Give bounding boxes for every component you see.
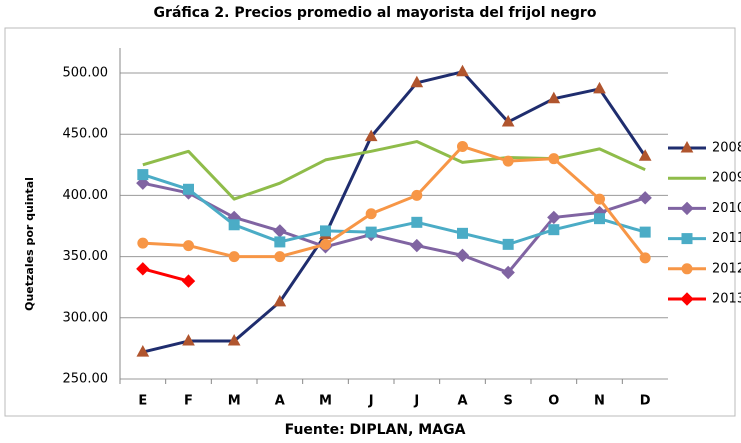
series-line	[142, 267, 189, 283]
series-line	[142, 70, 647, 354]
marker	[501, 114, 515, 127]
y-tick-label: 500.00	[63, 66, 109, 81]
x-tick-label: O	[548, 394, 559, 409]
y-tick-label: 350.00	[63, 249, 109, 264]
marker	[680, 201, 694, 216]
marker	[228, 251, 240, 263]
marker	[183, 183, 194, 195]
series-line	[142, 140, 646, 201]
chart-frame	[4, 27, 736, 417]
marker	[320, 238, 331, 250]
marker	[457, 140, 468, 152]
y-tick-label: 400.00	[63, 188, 109, 203]
source: Fuente: DIPLAN, MAGA	[285, 422, 466, 438]
x-tick-label: D	[640, 394, 651, 409]
marker	[594, 193, 605, 205]
marker	[320, 225, 331, 237]
marker	[547, 91, 561, 104]
legend-label: 2011	[712, 231, 741, 246]
marker	[364, 129, 378, 142]
marker	[502, 238, 514, 250]
marker	[456, 64, 469, 77]
marker	[227, 334, 241, 346]
y-tick-label: 300.00	[63, 310, 109, 325]
marker	[681, 263, 693, 275]
marker	[365, 208, 377, 220]
y-tick-label: 250.00	[63, 372, 109, 387]
series-line	[142, 181, 646, 275]
legend-label: 2008	[712, 141, 741, 156]
series-line	[142, 173, 646, 246]
marker	[274, 236, 286, 248]
x-tick-label: A	[457, 394, 467, 409]
x-tick-label: F	[184, 394, 193, 409]
y-axis-label: Quetzales por quintal	[23, 177, 36, 311]
x-tick-label: S	[503, 394, 512, 409]
marker	[137, 169, 149, 181]
x-tick-label: N	[594, 394, 605, 409]
marker	[548, 153, 560, 165]
marker	[457, 227, 468, 239]
marker	[137, 237, 149, 249]
marker	[273, 294, 287, 307]
marker	[681, 233, 693, 245]
legend-label: 2013	[712, 292, 741, 307]
marker	[365, 226, 377, 238]
marker	[410, 238, 424, 253]
marker	[274, 251, 286, 263]
marker	[639, 226, 651, 238]
y-tick-label: 450.00	[63, 127, 109, 142]
marker	[547, 210, 561, 225]
x-tick-label: M	[228, 394, 241, 409]
marker	[411, 216, 423, 228]
legend-label: 2009	[712, 171, 741, 186]
marker	[181, 274, 196, 288]
x-tick-label: M	[319, 394, 332, 409]
marker	[136, 345, 150, 357]
x-tick-label: E	[138, 394, 147, 409]
marker	[548, 224, 560, 236]
legend-label: 2010	[712, 201, 741, 216]
marker	[410, 75, 424, 88]
marker	[638, 191, 652, 205]
marker	[680, 292, 694, 306]
marker	[593, 81, 606, 94]
marker	[136, 262, 150, 276]
marker	[455, 248, 470, 263]
marker	[594, 213, 605, 225]
marker	[501, 265, 515, 280]
marker	[638, 149, 652, 161]
marker	[411, 189, 423, 201]
marker	[639, 252, 651, 264]
series-line	[142, 144, 647, 259]
x-tick-label: A	[275, 394, 285, 409]
x-tick-label: J	[413, 394, 419, 409]
marker	[183, 240, 194, 252]
marker	[136, 176, 150, 190]
marker	[228, 219, 240, 231]
marker	[502, 155, 514, 167]
chart-title: Gráfica 2. Precios promedio al mayorista…	[154, 5, 597, 21]
x-tick-label: J	[368, 394, 374, 409]
marker	[680, 140, 694, 153]
marker	[182, 334, 195, 346]
legend-label: 2012	[712, 261, 741, 276]
